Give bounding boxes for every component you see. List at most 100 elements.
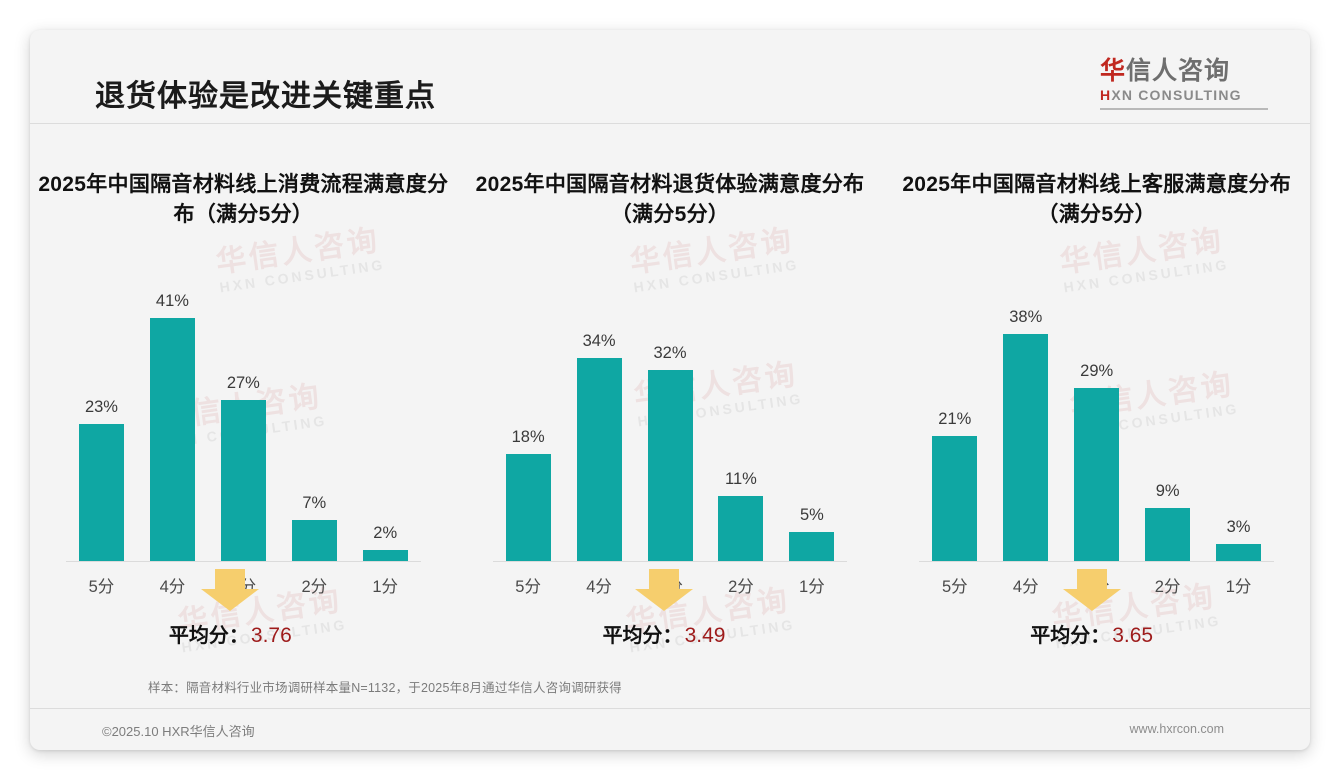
logo-english-text: HXN CONSULTING (1100, 87, 1270, 103)
bar[interactable] (576, 357, 622, 562)
bar-value-label: 38% (1009, 307, 1043, 326)
sample-note: 样本：隔音材料行业市场调研样本量N=1132，于2025年8月通过华信人咨询调研… (148, 681, 622, 695)
average-score-label: 平均分： (168, 625, 249, 647)
bar-series: 23% 41% 27% 7% 2% (66, 292, 421, 562)
bar[interactable] (789, 531, 835, 562)
bar-value-label: 27% (226, 373, 260, 392)
average-score-label: 平均分： (602, 625, 683, 647)
bar-value-label: 3% (1226, 517, 1251, 536)
bar-slot: 11% (705, 292, 776, 562)
x-axis-line (919, 560, 1275, 562)
bar[interactable] (1216, 543, 1262, 562)
bar-value-label: 7% (302, 493, 327, 512)
bar[interactable] (1145, 507, 1191, 562)
bar-slot: 38% (990, 292, 1061, 562)
slide-header: 退货体验是改进关键重点 华信人咨询 HXN CONSULTING (30, 30, 1310, 124)
x-axis-tick-label: 5分 (515, 577, 541, 596)
website-url[interactable]: www.hxrcon.com (1129, 722, 1224, 736)
bar-slot: 9% (1132, 292, 1203, 562)
arrow-head (635, 589, 693, 611)
bar[interactable] (1003, 333, 1049, 562)
copyright-text: ©2025.10 HXR华信人咨询 (102, 724, 255, 739)
average-score-block: 平均分：3.49 (451, 569, 878, 648)
bar-chart-plot: 23%41%27%7%2% 5分4分3分2分1分 (66, 292, 421, 596)
average-score-block: 平均分：3.76 (30, 569, 444, 648)
chart-panel-customer-service: 2025年中国隔音材料线上客服满意度分布（满分5分） 21% 38% 29% 9% 3%… (883, 125, 1310, 670)
bar-series: 21% 38% 29% 9% 3% (919, 292, 1274, 562)
bar[interactable] (149, 317, 195, 562)
average-score-text: 平均分：3.49 (451, 619, 878, 648)
bar-value-label: 21% (938, 409, 972, 428)
chart-panel-return-experience: 2025年中国隔音材料退货体验满意度分布（满分5分） 18% 34% 32% 11% 5… (457, 125, 884, 670)
x-axis-line (66, 560, 421, 562)
bar-value-label: 18% (511, 427, 545, 446)
bar-slot: 18% (493, 292, 564, 562)
chart-panel-consumption-flow: 2025年中国隔音材料线上消费流程满意度分布（满分5分） 23% 41% 27% 7%… (30, 125, 457, 670)
bar[interactable] (1074, 387, 1120, 562)
chart-title: 2025年中国隔音材料线上消费流程满意度分布（满分5分） (38, 173, 449, 226)
x-axis-tick-label: 4分 (1012, 577, 1039, 596)
charts-row: 2025年中国隔音材料线上消费流程满意度分布（满分5分） 23% 41% 27% 7%… (30, 125, 1310, 670)
x-axis-tick-label: 1分 (1225, 577, 1252, 596)
average-score-text: 平均分：3.76 (30, 619, 444, 648)
bar-value-label: 34% (582, 331, 616, 350)
bar-series: 18% 34% 32% 11% 5% (493, 292, 848, 562)
x-axis-tick-label: 5分 (88, 577, 115, 596)
bar-slot: 23% (66, 292, 137, 562)
bar[interactable] (362, 549, 408, 562)
bar[interactable] (647, 369, 693, 562)
arrow-head (201, 589, 260, 611)
bar-chart-plot: 18%34%32%11%5% 5分4分3分2分1分 (492, 292, 848, 596)
logo-en-highlight: H (1100, 87, 1112, 104)
bar[interactable] (291, 519, 337, 562)
x-axis-tick-label: 2分 (728, 577, 754, 596)
average-score-text: 平均分：3.65 (878, 619, 1305, 648)
logo-underline-divider (1100, 108, 1268, 111)
bar-slot: 7% (279, 292, 350, 562)
bar-slot: 27% (208, 292, 279, 562)
bar-slot: 29% (1061, 292, 1132, 562)
bar-slot: 32% (635, 292, 706, 562)
average-score-value: 3.65 (1112, 624, 1154, 647)
page-title: 退货体验是改进关键重点 (95, 80, 436, 113)
arrow-shaft (649, 569, 679, 590)
logo-chinese-text: 华信人咨询 (1100, 58, 1270, 84)
bar-slot: 2% (350, 292, 421, 562)
x-axis-tick-label: 1分 (372, 577, 399, 596)
bar-slot: 34% (564, 292, 635, 562)
bar-slot: 21% (919, 292, 990, 562)
bar[interactable] (78, 423, 124, 562)
bar-slot: 41% (137, 292, 208, 562)
logo-cn-highlight: 华 (1100, 57, 1127, 85)
chart-title: 2025年中国隔音材料退货体验满意度分布（满分5分） (475, 173, 865, 226)
bar-value-label: 9% (1155, 481, 1180, 500)
bar-slot: 5% (776, 292, 847, 562)
bar-value-label: 29% (1080, 361, 1114, 380)
bar-chart-plot: 21%38%29%9%3% 5分4分3分2分1分 (919, 292, 1275, 596)
bar[interactable] (932, 435, 978, 562)
slide-canvas: 退货体验是改进关键重点 华信人咨询 HXN CONSULTING 华信人咨询 H… (30, 30, 1310, 750)
bar-value-label: 32% (653, 343, 687, 362)
average-score-value: 3.49 (684, 624, 726, 647)
bar-slot: 3% (1203, 292, 1274, 562)
bar-value-label: 23% (84, 397, 118, 416)
x-axis-tick-label: 1分 (799, 577, 825, 596)
x-axis-line (492, 560, 848, 562)
x-axis-tick-label: 2分 (1154, 577, 1181, 596)
average-score-block: 平均分：3.65 (878, 569, 1305, 648)
arrow-shaft (215, 569, 246, 590)
logo-en-rest: XN CONSULTING (1111, 87, 1242, 104)
bar[interactable] (718, 495, 764, 562)
x-axis-tick-label: 5分 (941, 577, 968, 596)
bar[interactable] (220, 399, 266, 562)
x-axis-tick-label: 4分 (159, 577, 186, 596)
bar-value-label: 41% (155, 291, 189, 310)
down-arrow-icon (201, 569, 260, 611)
x-axis-tick-label: 2分 (301, 577, 328, 596)
arrow-head (1062, 589, 1121, 611)
average-score-label: 平均分： (1030, 625, 1111, 647)
logo-cn-rest: 信人咨询 (1126, 57, 1231, 85)
down-arrow-icon (1062, 569, 1121, 611)
company-logo: 华信人咨询 HXN CONSULTING (1100, 58, 1270, 111)
bar[interactable] (505, 453, 551, 562)
